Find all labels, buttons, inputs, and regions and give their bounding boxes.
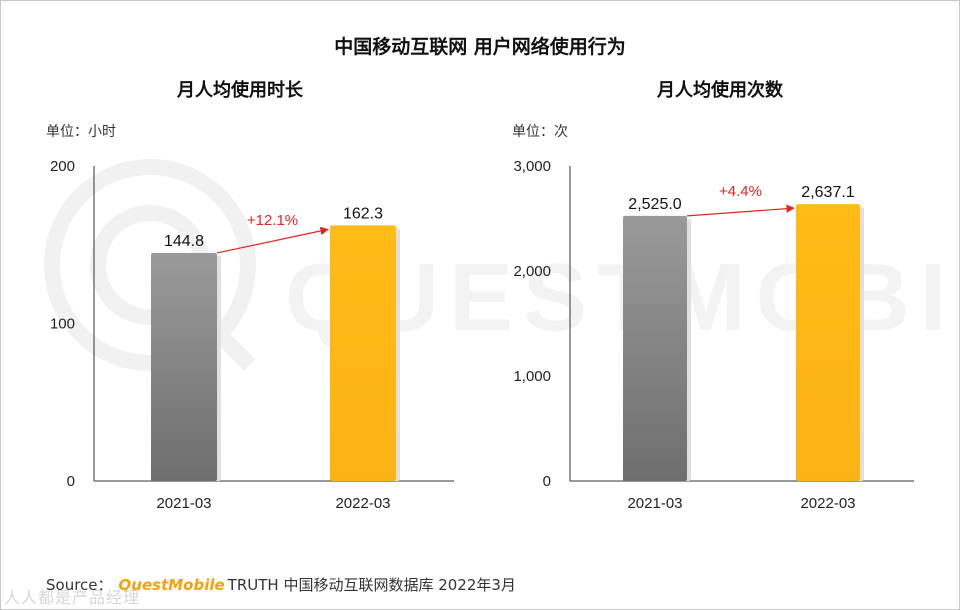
chart-2-ytick-label: 2,000 [513,263,551,280]
chart-1-ytick-label: 0 [67,473,75,490]
chart-2-growth-label: +4.4% [719,183,762,200]
chart-2-ytick-label: 0 [543,473,551,490]
chart-2-ytick-label: 1,000 [513,368,551,385]
chart-1-value-label: 162.3 [343,205,383,222]
chart-1-unit: 单位：小时 [46,124,116,140]
chart-2-value-label: 2,525.0 [628,196,681,213]
chart-1-value-label: 144.8 [164,233,204,250]
chart-1-title: 月人均使用时长 [177,80,303,101]
chart-1-growth-label: +12.1% [247,212,298,229]
chart-1-growth-arrow [216,226,329,254]
chart-2-bar [623,215,687,481]
main-title: 中国移动互联网 用户网络使用行为 [334,36,626,58]
chart-1-ytick-label: 100 [50,316,75,333]
chart-2-growth-arrow [686,204,795,217]
chart-1-bar [330,225,396,481]
source-suffix: TRUTH 中国移动互联网数据库 2022年3月 [227,576,516,594]
chart-1-ytick-label: 200 [50,158,75,175]
chart-1-bar [151,252,217,481]
chart-1-category-label: 2022-03 [335,495,390,512]
corner-watermark: 人人都是产品经理 [4,588,141,607]
source-brand: QuestMobile [118,576,225,594]
chart-2-title: 月人均使用次数 [657,80,783,101]
chart-2-ytick-label: 3,000 [513,158,551,175]
source-prefix: Source： [46,576,113,594]
chart-2-category-label: 2022-03 [800,495,855,512]
chart-1-category-label: 2021-03 [156,495,211,512]
source-note: Source： QuestMobile TRUTH 中国移动互联网数据库 2022年… [46,574,516,595]
chart-2-unit: 单位：次 [512,124,568,140]
chart-2-category-label: 2021-03 [627,495,682,512]
chart-2-value-label: 2,637.1 [801,184,854,201]
chart-2-bar [796,204,860,482]
